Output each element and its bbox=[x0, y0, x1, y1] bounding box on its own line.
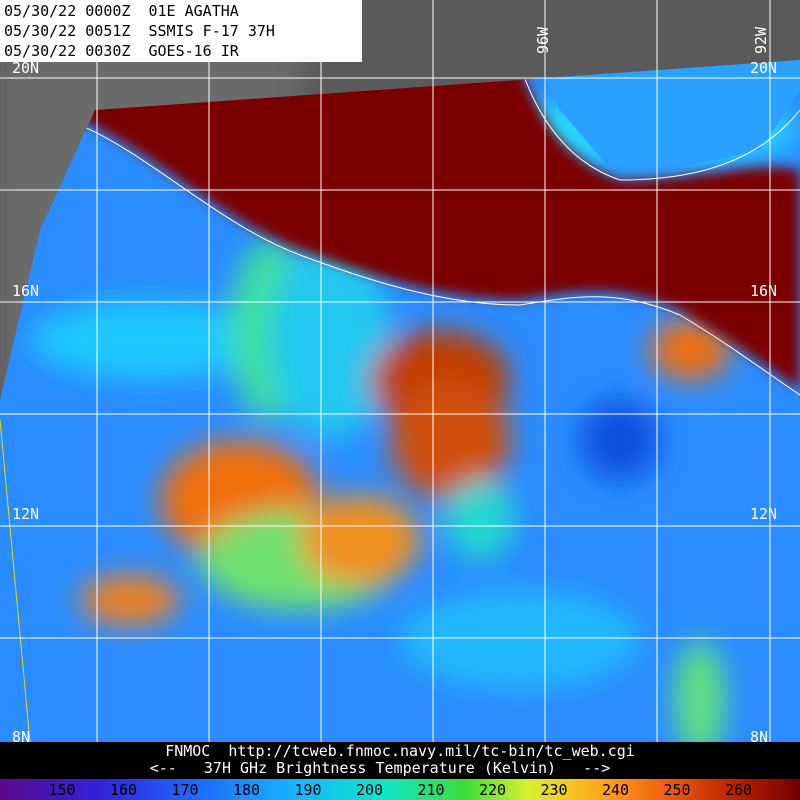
colorbar-tick-label: 190 bbox=[294, 781, 321, 799]
gulf-coastline bbox=[504, 60, 800, 181]
header-line: 05/30/22 0030Z GOES-16 IR bbox=[4, 42, 240, 60]
lat-label: 8N bbox=[750, 728, 768, 746]
colorbar-tick-label: 240 bbox=[602, 781, 629, 799]
footer-caption: <-- 37H GHz Brightness Temperature (Kelv… bbox=[150, 759, 611, 777]
header-line: 05/30/22 0000Z 01E AGATHA bbox=[4, 2, 239, 20]
lon-label: 96W bbox=[534, 26, 552, 54]
footer-source: FNMOC http://tcweb.fnmoc.navy.mil/tc-bin… bbox=[165, 742, 635, 760]
colorbar-tick-label: 230 bbox=[540, 781, 567, 799]
lat-label: 16N bbox=[750, 282, 777, 300]
colorbar-tick-label: 170 bbox=[171, 781, 198, 799]
swath-edge bbox=[0, 419, 31, 743]
colorbar-tick-label: 220 bbox=[479, 781, 506, 799]
colorbar-tick-label: 180 bbox=[233, 781, 260, 799]
colorbar-tick-label: 160 bbox=[110, 781, 137, 799]
colorbar-tick-label: 200 bbox=[356, 781, 383, 799]
microwave-swath bbox=[0, 60, 800, 742]
lon-label: 92W bbox=[752, 26, 770, 54]
colorbar-tick-label: 250 bbox=[663, 781, 690, 799]
lat-label: 8N bbox=[12, 728, 30, 746]
lat-label: 20N bbox=[12, 59, 39, 77]
lat-label: 20N bbox=[750, 59, 777, 77]
colorbar-tick-label: 260 bbox=[725, 781, 752, 799]
header-box bbox=[0, 0, 362, 62]
lat-label: 12N bbox=[12, 505, 39, 523]
colorbar bbox=[0, 779, 800, 800]
lat-label: 12N bbox=[750, 505, 777, 523]
header-line: 05/30/22 0051Z SSMIS F-17 37H bbox=[4, 22, 275, 40]
coastline bbox=[79, 124, 800, 396]
colorbar-tick-label: 210 bbox=[417, 781, 444, 799]
convection bbox=[30, 95, 800, 742]
gulf-of-mexico bbox=[80, 60, 800, 180]
lat-label: 16N bbox=[12, 282, 39, 300]
lat-lon-grid bbox=[0, 0, 800, 742]
colorbar-tick-label: 150 bbox=[48, 781, 75, 799]
